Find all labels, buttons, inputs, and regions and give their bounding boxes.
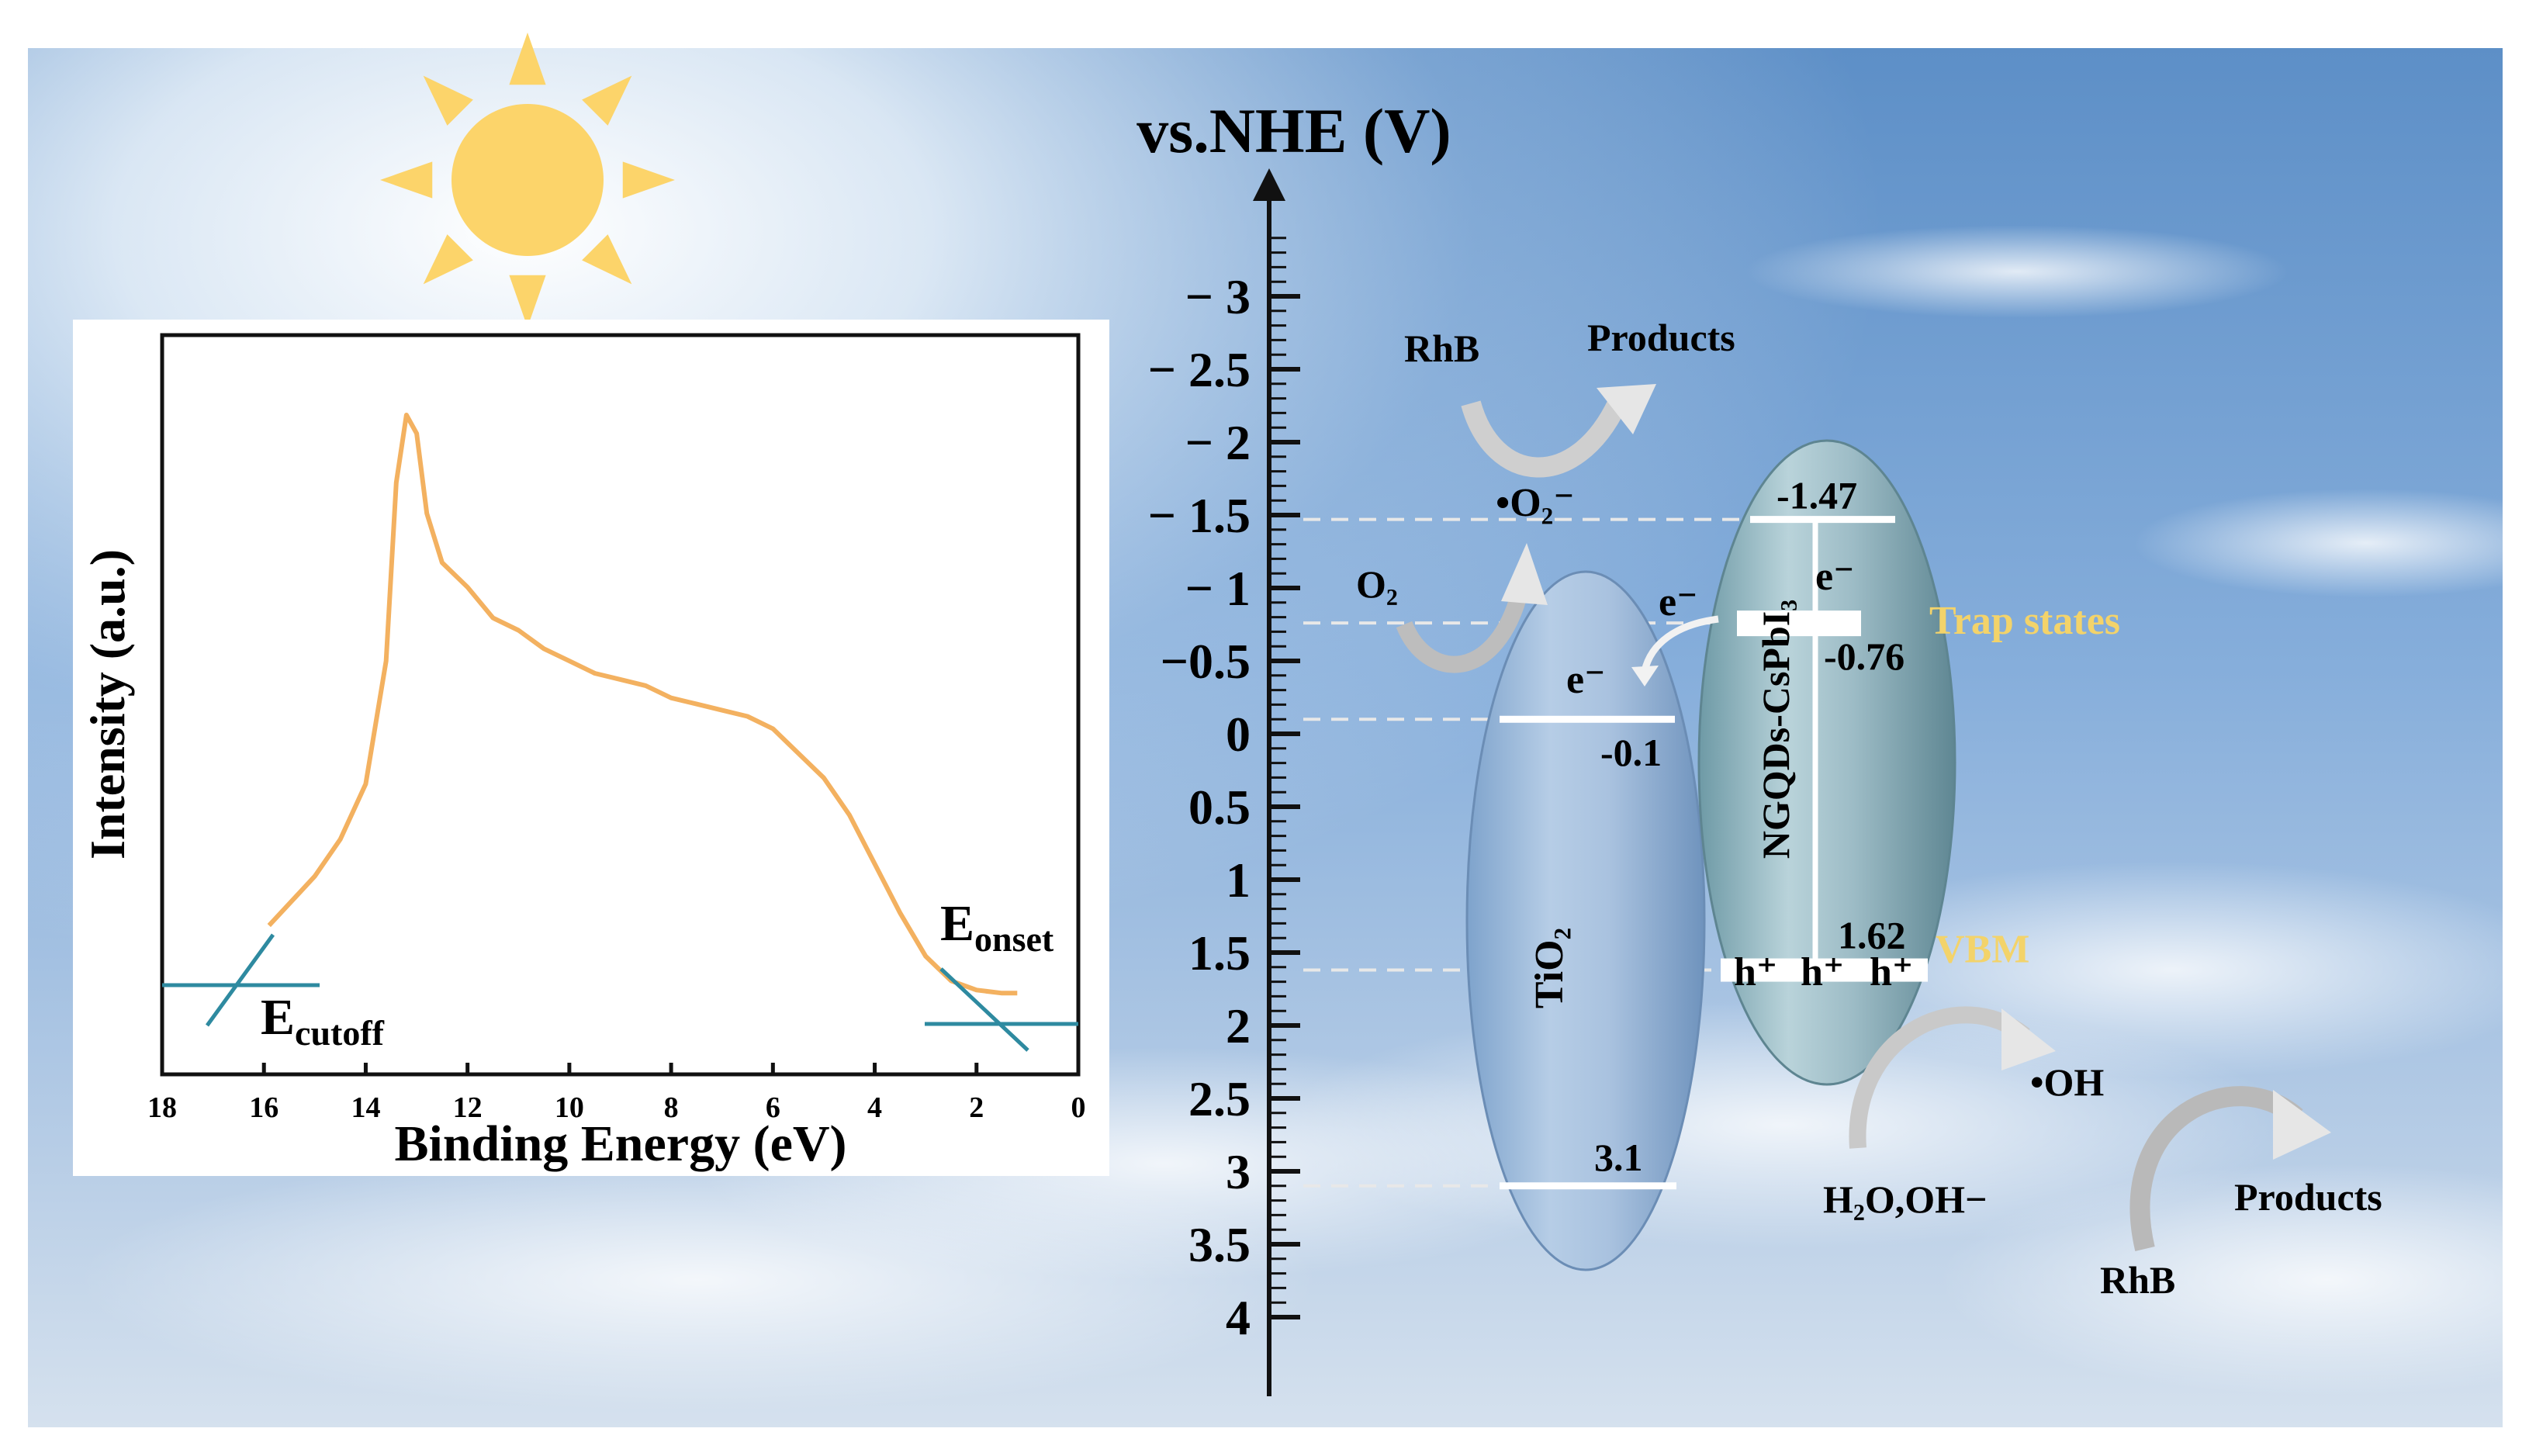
x-tick-label: 14 [351,1091,380,1124]
annotation-ecutoff: Ecutoff [261,989,385,1053]
sun-disc [451,104,604,256]
energy-tick-label: 0 [1226,707,1251,762]
perovskite-label: NGQDs-CsPbI₃ [1754,600,1797,859]
superoxide-label: •O₂⁻ [1496,481,1575,525]
rhb-bottom-label: RhB [2100,1258,2175,1302]
rhb-top-arrow [1461,399,1627,478]
cutoff-tangent [205,933,275,1027]
energy-axis-minor-ticks [1269,237,1286,1319]
sun-ray [582,75,632,126]
energy-tick-label: − 1 [1185,561,1251,616]
energy-tick-label: − 3 [1185,269,1251,324]
transfer-electron: e⁻ [1659,580,1698,624]
reaction-arrows [1396,384,2331,1251]
trap-states-label: Trap states [1929,599,2120,643]
products-top-label: Products [1587,316,1735,359]
energy-tick-label: 4 [1226,1290,1251,1345]
energy-axis-title: vs.NHE (V) [1136,95,1451,166]
perovskite-vbm-bar [1721,958,1928,982]
sun-ray [423,234,473,285]
tio2-label: TiO₂ [1527,928,1572,1008]
rhb-bottom-arrow [2129,1086,2303,1251]
hole-1: h⁺ [1734,950,1777,994]
electron-transfer-arrow [1641,615,1719,673]
trap-value: -0.76 [1824,635,1905,678]
perovskite-vb-value: 1.62 [1838,914,1906,957]
x-tick-label: 4 [867,1091,882,1124]
sun-ray [582,234,632,285]
onset-tangent [939,967,1029,1052]
x-tick-label: 6 [766,1091,780,1124]
water-arrowhead [2001,1008,2056,1070]
energy-tick-label: 0.5 [1188,780,1251,835]
rhb-bottom-arrowhead [2273,1090,2331,1160]
oxygen-arrow [1396,587,1529,673]
energy-tick-label: − 1.5 [1148,488,1251,543]
energy-tick-label: − 2.5 [1148,342,1251,397]
energy-tick-label: 2.5 [1188,1071,1251,1126]
rhb-top-label: RhB [1404,327,1479,370]
annotation-eonset: Eonset [940,895,1054,959]
electron-transfer-arrowhead [1631,666,1659,686]
y-axis-label: Intensity (a.u.) [80,549,135,859]
chart-panel [73,320,1109,1176]
energy-tick-label: 3 [1226,1144,1251,1199]
products-bottom-label: Products [2234,1175,2382,1219]
perovskite-cb-value: -1.47 [1777,474,1857,517]
sun-ray [509,275,546,327]
energy-tick-label: 2 [1226,998,1251,1053]
sun-ray [423,75,473,126]
energy-tick-label: − 2 [1185,415,1251,470]
x-axis-ticks: 18 16 14 12 10 8 6 4 2 0 [147,1063,1086,1124]
x-tick-label: 18 [147,1091,177,1124]
hydroxyl-label: •OH [2030,1060,2104,1104]
energy-tick-label: 1.5 [1188,925,1251,980]
tio2-electron: e⁻ [1566,658,1606,702]
x-axis-label: Binding Energy (eV) [394,1115,846,1172]
energy-tick-label: −0.5 [1161,634,1251,689]
oxygen-label: O₂ [1356,562,1398,606]
rhb-top-arrowhead [1597,384,1656,434]
x-tick-label: 10 [555,1091,584,1124]
plot-frame [160,333,1081,1077]
x-tick-label: 16 [249,1091,279,1124]
vbm-label: VBM [1936,928,2029,972]
sun-ray [622,161,675,199]
tangent-lines [162,933,1078,1052]
sun-ray [509,33,546,85]
hole-3: h⁺ [1870,950,1913,994]
tio2-vb-value: 3.1 [1594,1136,1643,1179]
energy-axis-ticks: − 3 − 2.5 − 2 − 1.5 − 1 −0.5 0 0.5 1 1.5 2 2.5 3 3.5 4 [1148,269,1300,1345]
perovskite-ellipse [1697,439,1956,1086]
water-label: H₂O,OH− [1823,1178,1988,1221]
oxygen-arrowhead [1501,543,1548,605]
intensity-curve [267,413,1018,996]
trap-states-bar [1737,610,1861,637]
hole-2: h⁺ [1801,950,1844,994]
x-tick-label: 8 [664,1091,679,1124]
x-tick-label: 2 [969,1091,984,1124]
energy-tick-label: 1 [1226,853,1251,908]
energy-tick-label: 3.5 [1188,1217,1251,1272]
tio2-ellipse [1465,570,1706,1271]
water-arrow [1849,1006,2030,1149]
sun-icon [380,33,675,327]
perovskite-electron: e⁻ [1815,555,1855,599]
x-tick-label: 12 [453,1091,483,1124]
sun-ray [380,161,433,199]
holes: h⁺ h⁺ h⁺ [1734,950,1913,994]
tio2-cb-value: -0.1 [1600,731,1662,774]
x-tick-label: 0 [1071,1091,1086,1124]
